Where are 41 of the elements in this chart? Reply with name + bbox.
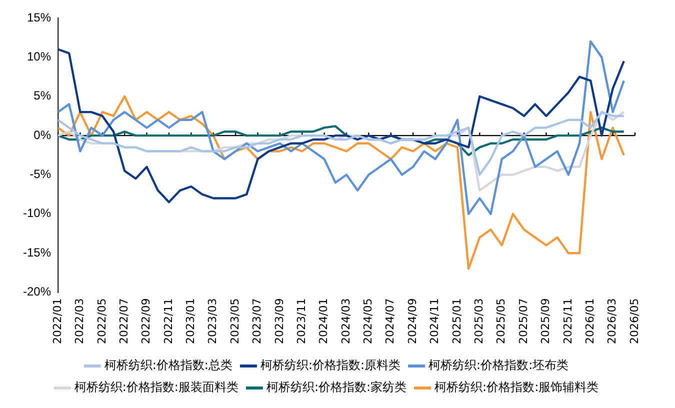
legend-label: 柯桥纺织:价格指数:服饰辅料类 xyxy=(434,380,599,394)
legend-label: 柯桥纺织:价格指数:原料类 xyxy=(260,358,401,372)
x-tick-label: 2025/03 xyxy=(472,298,486,344)
x-tick-label: 2025/07 xyxy=(516,298,530,344)
y-tick-label: 5% xyxy=(34,88,52,103)
x-tick-label: 2022/01 xyxy=(50,298,64,344)
x-tick-label: 2024/11 xyxy=(428,298,442,344)
x-tick-label: 2022/09 xyxy=(140,298,153,344)
x-tick-label: 2022/05 xyxy=(95,298,108,344)
x-tick-label: 2025/11 xyxy=(561,298,574,344)
y-tick-label: 0% xyxy=(34,128,52,142)
x-tick-label: 2024/05 xyxy=(362,298,375,344)
x-tick-label: 2022/11 xyxy=(162,298,175,344)
x-tick-label: 2024/07 xyxy=(384,298,397,344)
x-tick-label: 2023/11 xyxy=(294,298,308,344)
x-tick-label: 2022/03 xyxy=(73,298,86,344)
x-tick-label: 2022/07 xyxy=(117,298,130,344)
y-tick-label: -20% xyxy=(23,284,52,299)
x-tick-label: 2026/01 xyxy=(583,298,596,344)
y-tick-label: 10% xyxy=(26,50,52,64)
x-tick-label: 2025/09 xyxy=(539,298,552,344)
legend-label: 柯桥纺织:价格指数:坯布类 xyxy=(428,358,569,372)
x-tick-label: 2023/03 xyxy=(206,298,220,344)
y-tick-label: -10% xyxy=(23,206,52,220)
x-tick-label: 2023/07 xyxy=(250,298,264,344)
x-tick-label: 2024/01 xyxy=(317,298,330,344)
x-tick-label: 2024/03 xyxy=(339,298,352,344)
x-tick-label: 2026/03 xyxy=(606,298,619,344)
x-tick-label: 2023/01 xyxy=(184,298,198,344)
x-tick-label: 2026/05 xyxy=(628,298,641,344)
x-tick-label: 2023/09 xyxy=(272,298,286,344)
x-tick-label: 2024/09 xyxy=(406,298,419,344)
legend-label: 柯桥纺织:价格指数:服装面料类 xyxy=(74,380,238,394)
y-tick-label: -5% xyxy=(30,167,52,182)
x-tick-label: 2023/05 xyxy=(228,298,242,344)
x-tick-label: 2025/05 xyxy=(494,298,508,344)
y-tick-label: -15% xyxy=(23,245,52,260)
x-tick-label: 2025/01 xyxy=(450,298,464,344)
y-tick-label: 15% xyxy=(26,10,52,24)
legend-label: 柯桥纺织:价格指数:总类 xyxy=(104,358,232,372)
legend-label: 柯桥纺织:价格指数:家纺类 xyxy=(266,380,407,394)
